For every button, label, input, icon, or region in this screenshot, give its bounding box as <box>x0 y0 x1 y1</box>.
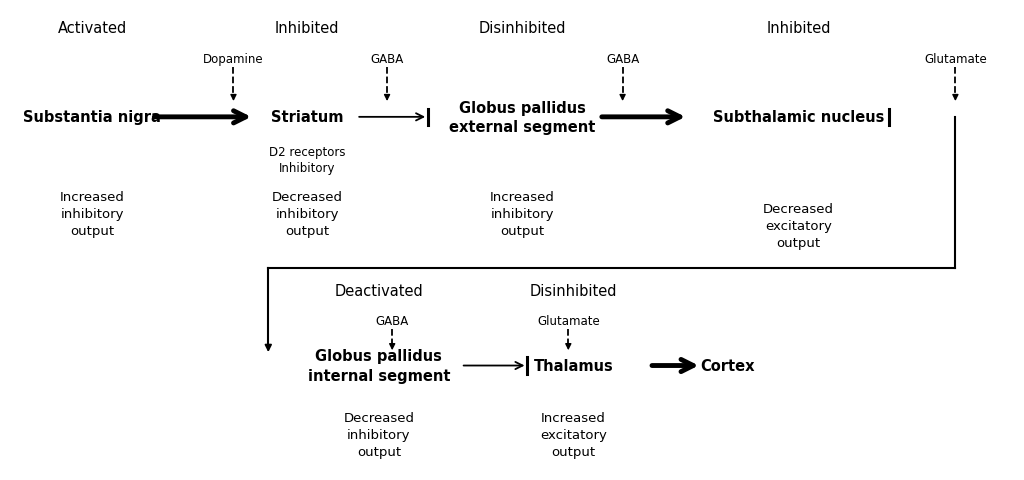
Text: Dopamine: Dopamine <box>203 53 264 66</box>
Text: Globus pallidus
internal segment: Globus pallidus internal segment <box>307 348 451 383</box>
Text: Decreased
excitatory
output: Decreased excitatory output <box>763 202 835 249</box>
Text: Increased
excitatory
output: Increased excitatory output <box>540 411 607 458</box>
Text: GABA: GABA <box>606 53 639 66</box>
Text: D2 receptors
Inhibitory: D2 receptors Inhibitory <box>269 146 345 175</box>
Text: Substantia nigra: Substantia nigra <box>24 110 161 125</box>
Text: Increased
inhibitory
output: Increased inhibitory output <box>489 190 555 237</box>
Text: GABA: GABA <box>371 53 403 66</box>
Text: Disinhibited: Disinhibited <box>529 283 617 298</box>
Text: Decreased
inhibitory
output: Decreased inhibitory output <box>271 190 343 237</box>
Text: Thalamus: Thalamus <box>534 358 613 373</box>
Text: Deactivated: Deactivated <box>335 283 423 298</box>
Text: Inhibited: Inhibited <box>767 21 830 36</box>
Text: Activated: Activated <box>57 21 127 36</box>
Text: Cortex: Cortex <box>699 358 755 373</box>
Text: Disinhibited: Disinhibited <box>478 21 566 36</box>
Text: Striatum: Striatum <box>271 110 343 125</box>
Text: Subthalamic nucleus: Subthalamic nucleus <box>713 110 885 125</box>
Text: GABA: GABA <box>376 314 409 327</box>
Text: Glutamate: Glutamate <box>537 314 600 327</box>
Text: Globus pallidus
external segment: Globus pallidus external segment <box>450 100 595 135</box>
Text: Decreased
inhibitory
output: Decreased inhibitory output <box>343 411 415 458</box>
Text: Glutamate: Glutamate <box>924 53 987 66</box>
Text: Inhibited: Inhibited <box>275 21 339 36</box>
Text: Increased
inhibitory
output: Increased inhibitory output <box>59 190 125 237</box>
